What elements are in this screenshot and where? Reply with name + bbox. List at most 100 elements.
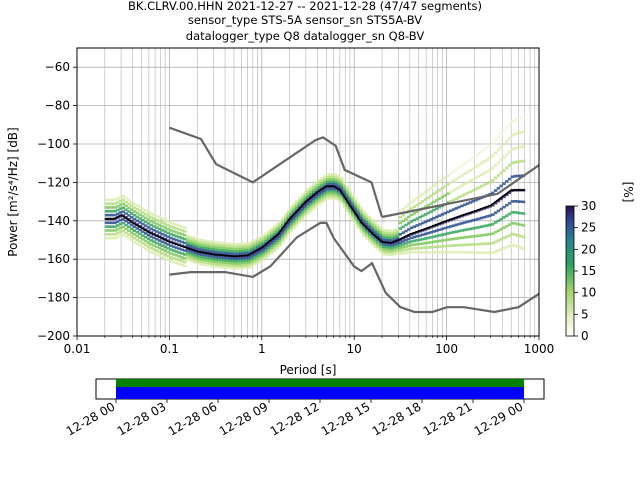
density-cell [381,238,386,241]
density-cell [132,233,137,236]
density-cell [205,256,209,260]
density-cell [334,173,338,177]
density-cell [384,233,389,237]
density-cell [199,243,204,247]
density-cell [130,204,134,208]
density-cell [493,201,498,205]
density-cell [174,227,179,230]
density-cell [272,225,277,229]
density-cell [499,217,503,221]
density-cell [258,250,263,254]
density-cell [479,184,484,188]
density-cell [303,195,307,199]
density-cell [295,211,299,215]
density-cell [331,182,335,186]
density-cell [118,230,123,233]
density-cell [362,212,366,216]
density-cell [398,244,403,247]
density-cell [471,178,475,181]
density-cell [211,243,215,246]
density-cell [132,213,137,217]
density-cell [449,209,453,213]
density-cell [247,263,251,267]
colorbar-label: [%] [621,182,635,203]
density-cell [208,259,212,263]
density-cell [337,199,341,202]
density-cell [401,240,405,243]
density-cell [138,209,142,213]
density-cell [437,197,442,200]
density-cell [516,160,520,164]
density-cell [370,240,375,243]
density-cell [250,252,254,256]
density-cell [149,212,154,215]
density-cell [191,243,195,247]
density-cell [342,181,347,184]
density-cell [373,223,377,227]
coverage-tick-label: 12-28 03 [115,399,169,438]
density-cell [110,233,114,236]
density-cell [356,221,361,225]
density-cell [194,254,198,257]
density-cell [202,239,207,242]
density-cell [409,220,414,223]
density-cell [409,207,414,210]
density-cell [272,247,277,250]
density-cell [465,220,470,224]
density-cell [353,210,358,213]
density-cell [116,201,120,204]
density-cell [169,229,173,232]
density-cell [465,202,470,205]
density-cell [230,264,235,268]
density-cell [292,202,296,206]
density-cell [157,231,162,235]
density-cell [465,228,470,231]
density-cell [415,196,419,200]
density-cell [155,222,159,226]
density-cell [311,183,316,186]
density-cell [135,242,140,246]
density-cell [152,251,156,255]
density-cell [426,211,431,215]
density-cell [356,207,361,210]
density-cell [507,150,512,154]
density-cell [513,244,517,248]
density-cell [474,251,478,254]
density-cell [138,236,142,240]
density-cell [286,233,291,237]
density-cell [471,189,475,192]
density-cell [219,256,223,259]
density-cell [379,233,383,237]
density-cell [317,181,321,184]
density-cell [155,249,159,253]
density-cell [149,223,154,227]
density-cell [135,215,140,219]
density-cell [477,225,481,229]
density-cell [426,196,431,199]
density-cell [177,235,181,239]
density-cell [278,244,282,248]
density-cell [230,259,235,263]
density-cell [387,253,391,256]
density-cell [479,251,484,254]
density-cell [233,264,237,268]
density-cell [199,262,204,266]
density-cell [334,190,338,193]
density-cell [113,236,117,240]
density-cell [331,177,335,181]
density-cell [393,236,397,239]
density-cell [208,249,212,253]
density-cell [113,233,117,236]
density-cell [507,234,512,237]
density-cell [505,214,509,218]
density-cell [138,228,142,232]
density-cell [183,226,187,229]
density-cell [295,218,299,222]
density-cell [339,179,344,182]
density-cell [505,203,509,207]
density-cell [116,208,120,212]
density-cell [222,251,226,255]
density-cell [121,221,126,225]
density-cell [124,231,128,235]
density-cell [155,237,159,241]
